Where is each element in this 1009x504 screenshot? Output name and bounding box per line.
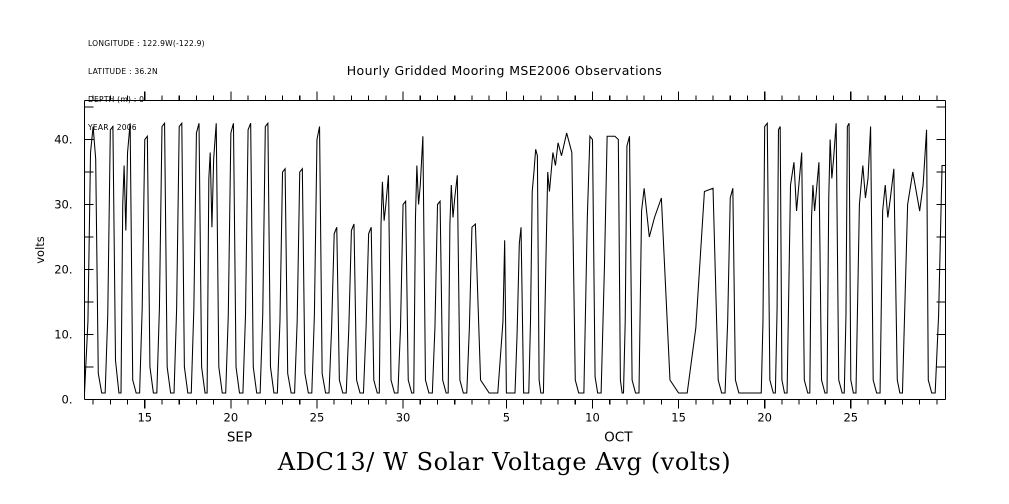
metadata-depth: DEPTH (m) : 0	[88, 95, 145, 105]
metadata-block: LONGITUDE : 122.9W(-122.9) LATITUDE : 36…	[88, 20, 205, 152]
x-ticklabel: 15	[671, 411, 686, 425]
y-ticklabel: 20.	[54, 263, 72, 277]
metadata-latitude: LATITUDE : 36.2N	[88, 67, 158, 77]
x-month-label: SEP	[227, 430, 252, 446]
y-ticklabel: 10.	[54, 328, 72, 342]
x-month-label: OCT	[604, 430, 633, 446]
figure-caption: ADC13/ W Solar Voltage Avg (volts)	[277, 448, 732, 476]
x-ticklabel: 20	[757, 411, 772, 425]
x-ticklabel: 5	[503, 411, 510, 425]
x-ticklabel: 25	[843, 411, 858, 425]
data-series-line	[83, 121, 946, 394]
axis-labels: 0. 10. 20. 30. 40. 15 20 25 30 5 10 15 20 25 SEP OCT vol…	[33, 133, 858, 446]
metadata-longitude: LONGITUDE : 122.9W(-122.9)	[88, 38, 205, 48]
axis-ticks	[84, 91, 946, 409]
y-ticklabel: 40.	[54, 133, 72, 147]
x-ticklabel: 10	[585, 411, 600, 425]
x-ticklabel: 20	[224, 411, 239, 425]
x-ticklabel: 15	[137, 411, 152, 425]
x-ticklabel: 25	[310, 411, 325, 425]
x-ticklabel: 30	[396, 411, 411, 425]
y-ticklabel: 0.	[62, 393, 73, 407]
y-ticklabel: 30.	[54, 198, 72, 212]
plot-frame	[83, 99, 947, 401]
y-axis-title: volts	[33, 236, 47, 264]
data-series-group	[83, 121, 946, 394]
chart-title: Hourly Gridded Mooring MSE2006 Observati…	[346, 63, 663, 78]
